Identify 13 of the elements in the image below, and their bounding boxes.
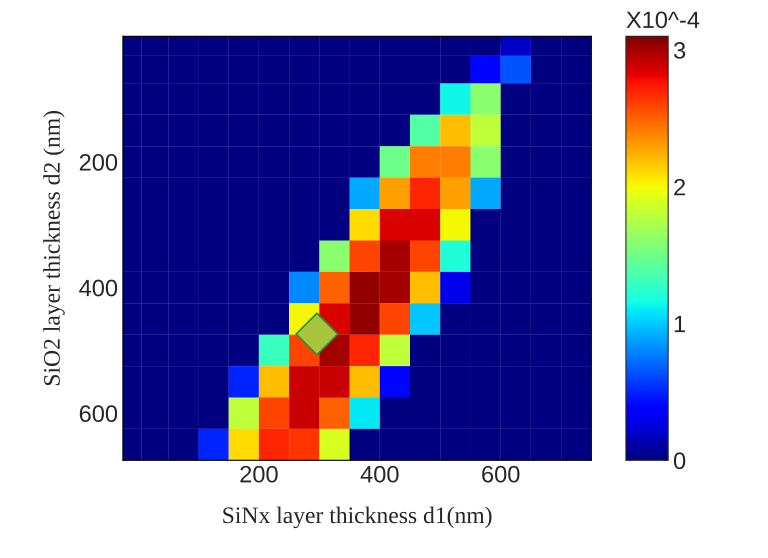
x-tick-label: 400: [360, 466, 399, 483]
color-bar-label: 1: [674, 316, 685, 332]
color-bar-label: 3: [674, 42, 686, 59]
y-tick-label: 400: [79, 280, 118, 296]
y-tick-label: 200: [80, 154, 118, 171]
y-axis-title: SiO2 layer thickness d2 (nm): [43, 110, 65, 386]
color-bar-label: 0: [674, 452, 686, 470]
x-tick-label: 600: [482, 466, 520, 483]
x-tick-label: 200: [240, 466, 278, 483]
color-bar-title: X10^-4: [626, 11, 700, 28]
y-tick-label: 600: [80, 405, 118, 422]
color-bar-label: 2: [674, 178, 685, 196]
x-axis-title: SiNx layer thickness d1(nm): [223, 506, 492, 528]
